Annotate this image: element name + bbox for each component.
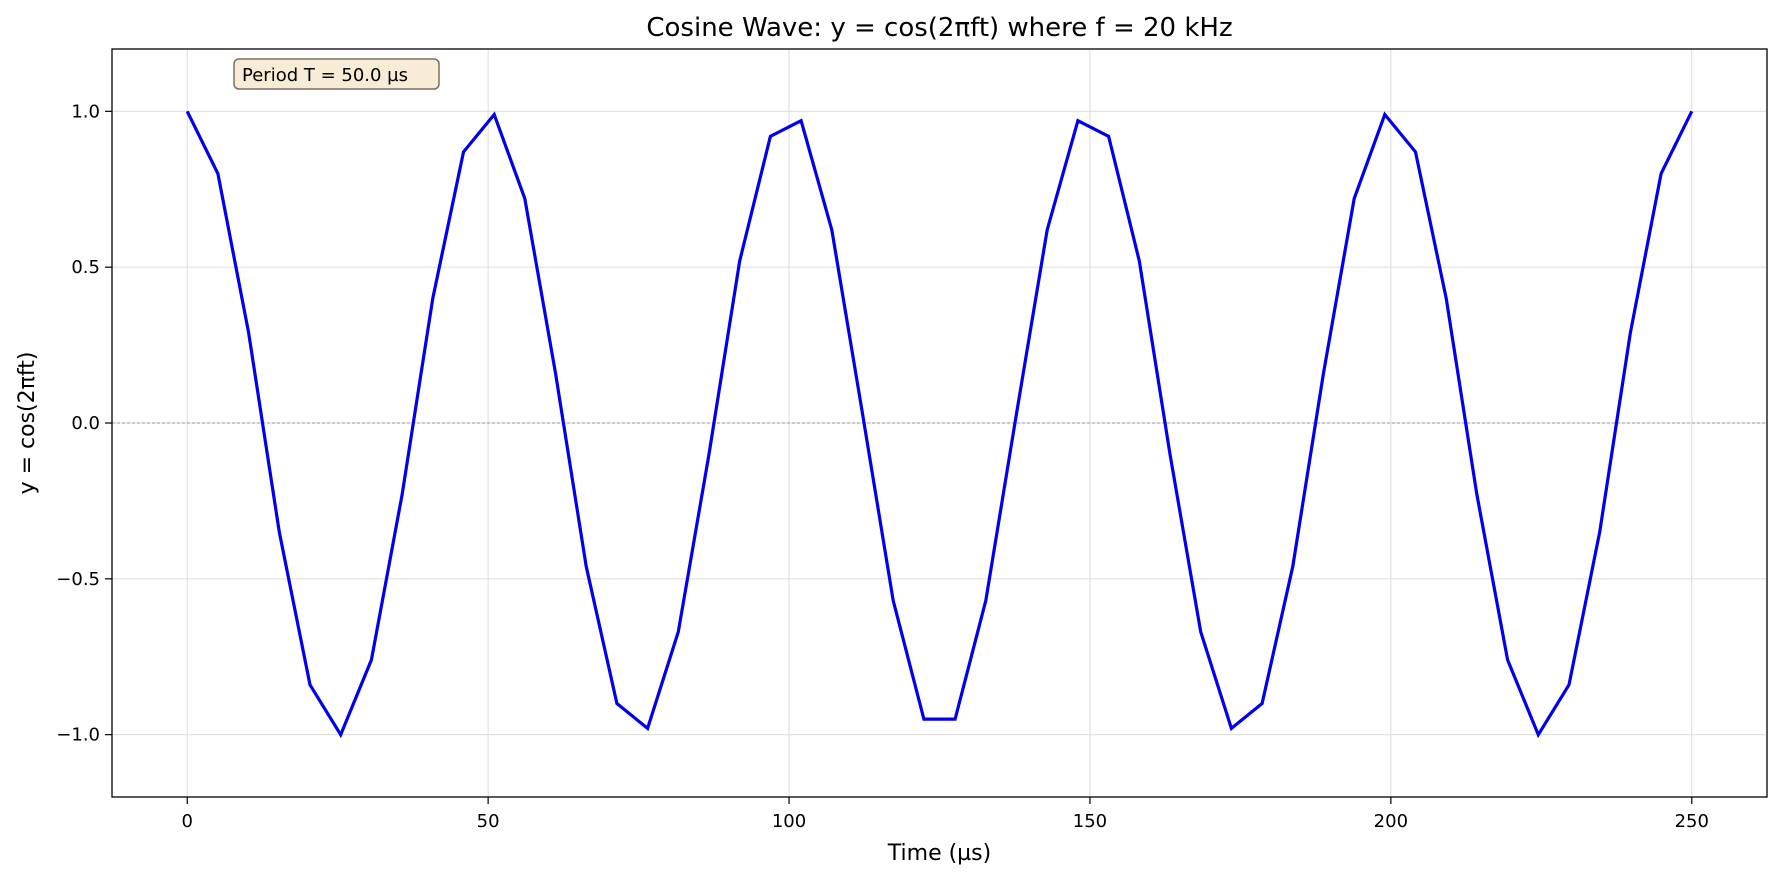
cosine-series-line (185, 110, 1694, 739)
period-annotation: Period T = 50.0 µs (233, 58, 440, 90)
y-ticks: −1.0 −0.5 0.0 0.5 1.0 (56, 101, 112, 746)
x-tick-label: 150 (1073, 811, 1107, 832)
chart-title: Cosine Wave: y = cos(2πft) where f = 20 … (646, 13, 1232, 43)
y-tick-label: 0.5 (71, 257, 100, 278)
x-axis-label: Time (µs) (887, 841, 991, 866)
x-ticks: 0 50 100 150 200 250 (182, 797, 1709, 832)
y-axis-label: y = cos(2πft) (15, 352, 40, 495)
x-tick-label: 250 (1675, 811, 1709, 832)
x-tick-label: 200 (1374, 811, 1408, 832)
x-tick-label: 0 (182, 811, 193, 832)
annotation-text: Period T = 50.0 µs (242, 65, 408, 86)
x-tick-label: 100 (772, 811, 806, 832)
series-layer (185, 110, 1694, 739)
y-tick-label: −0.5 (56, 569, 100, 590)
y-tick-label: −1.0 (56, 725, 100, 746)
y-tick-label: 1.0 (71, 101, 100, 122)
annotation-box (233, 58, 440, 90)
y-tick-label: 0.0 (71, 413, 100, 434)
x-tick-label: 50 (477, 811, 500, 832)
